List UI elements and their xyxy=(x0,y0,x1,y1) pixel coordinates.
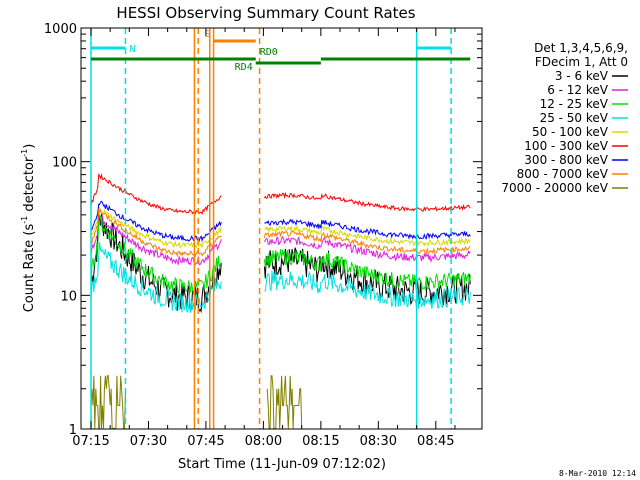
series-line-12-25keV xyxy=(90,215,471,295)
legend-entry-label: 25 - 50 keV xyxy=(540,111,609,125)
flag-label-rd0: RD0 xyxy=(260,47,278,58)
flag-label-n: N xyxy=(129,44,135,55)
series-line-25-50keV xyxy=(90,242,471,313)
x-tick-label: 08:30 xyxy=(360,434,397,449)
x-tick-label: 07:30 xyxy=(130,434,167,449)
flag-label-rd4: RD4 xyxy=(235,62,253,73)
legend-entry-label: 3 - 6 keV xyxy=(555,69,609,83)
legend-entry-label: 50 - 100 keV xyxy=(532,125,609,139)
legend-entry-label: 100 - 300 keV xyxy=(524,139,608,153)
y-tick-label: 1000 xyxy=(44,22,77,37)
legend-entry-label: 800 - 7000 keV xyxy=(517,167,609,181)
x-tick-label: 08:00 xyxy=(245,434,282,449)
series-line-6-12keV xyxy=(90,215,471,266)
series-line-7000-20000keV xyxy=(90,375,303,429)
series-line-50-100keV xyxy=(90,205,471,249)
y-tick-label: 10 xyxy=(60,289,77,304)
legend-entry-label: 6 - 12 keV xyxy=(547,83,609,97)
legend-entry-label: 7000 - 20000 keV xyxy=(501,181,608,195)
series-line-300-800keV xyxy=(90,200,471,243)
y-axis-label: Count Rate (s-1 detector-1) xyxy=(20,144,37,313)
legend: Det 1,3,4,5,6,9, FDecim 1, Att 0 3 - 6 k… xyxy=(501,41,628,195)
series-line-800-7000keV xyxy=(90,208,471,259)
chart-title: HESSI Observing Summary Count Rates xyxy=(116,4,415,22)
flag-label-s: S xyxy=(205,29,211,40)
legend-header-line-1: Det 1,3,4,5,6,9, xyxy=(534,41,628,55)
x-tick-label: 08:45 xyxy=(417,434,454,449)
x-tick-label: 07:45 xyxy=(187,434,224,449)
x-tick-label: 07:15 xyxy=(72,434,109,449)
x-axis-label: Start Time (11-Jun-09 07:12:02) xyxy=(178,457,386,472)
legend-entry-label: 12 - 25 keV xyxy=(540,97,609,111)
plot-frame xyxy=(80,27,483,430)
series-line-100-300keV xyxy=(90,173,471,215)
legend-entry-label: 300 - 800 keV xyxy=(524,153,608,167)
y-tick-label: 1 xyxy=(69,423,77,438)
x-tick-label: 08:15 xyxy=(302,434,339,449)
y-tick-label: 100 xyxy=(52,156,77,171)
legend-header-line-2: FDecim 1, Att 0 xyxy=(535,55,628,69)
footer-date: 8-Mar-2010 12:14 xyxy=(559,469,636,478)
